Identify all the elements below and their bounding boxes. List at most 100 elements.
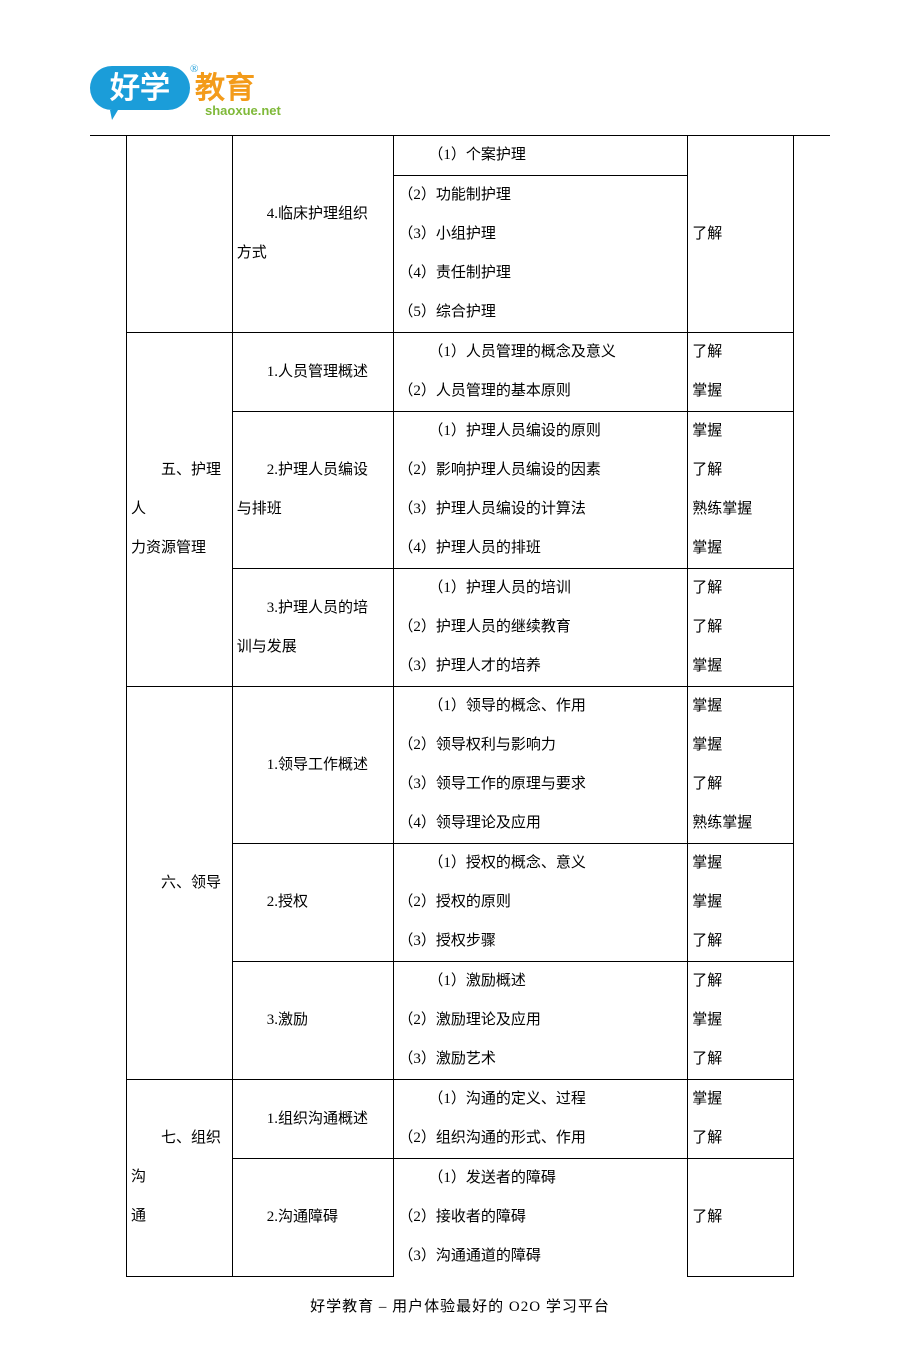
- item-cell: （3）激励艺术: [394, 1040, 688, 1080]
- level-cell: 掌握: [688, 647, 794, 687]
- item-cell: （1）授权的概念、意义: [394, 844, 688, 884]
- text: 通: [131, 1208, 146, 1224]
- table-row: 4.临床护理组织 方式 （1）个案护理 了解: [127, 136, 794, 176]
- document-page: 好学 ® 教育 shaoxue.net 4.临床护理组织 方式 （1）个案护理 …: [0, 0, 920, 1356]
- section-cell: 六、领导: [127, 687, 233, 1080]
- level-cell: 熟练掌握: [688, 490, 794, 529]
- text: 1.组织沟通概述: [237, 1100, 390, 1139]
- item-cell: （1）发送者的障碍: [394, 1159, 688, 1199]
- text: 2.护理人员编设: [237, 451, 390, 490]
- item-cell: （1）领导的概念、作用: [394, 687, 688, 727]
- level-cell: 熟练掌握: [688, 804, 794, 844]
- svg-text:教育: 教育: [195, 71, 255, 105]
- text: 1.人员管理概述: [237, 353, 390, 392]
- level-cell: 了解: [688, 922, 794, 962]
- section-cell: 五、护理人 力资源管理: [127, 333, 233, 687]
- item-cell: （3）护理人才的培养: [394, 647, 688, 687]
- text: （1）沟通的定义、过程: [398, 1080, 683, 1119]
- item-cell: （3）授权步骤: [394, 922, 688, 962]
- level-cell: 掌握: [688, 726, 794, 765]
- level-cell: 掌握: [688, 1080, 794, 1120]
- item-cell: （3）领导工作的原理与要求: [394, 765, 688, 804]
- text: （1）护理人员的培训: [398, 569, 683, 608]
- text: 力资源管理: [131, 540, 206, 556]
- table-row: 六、领导 1.领导工作概述 （1）领导的概念、作用 掌握: [127, 687, 794, 727]
- level-cell: 了解: [688, 962, 794, 1002]
- text: 1.领导工作概述: [237, 746, 390, 785]
- level-cell: 了解: [688, 1159, 794, 1277]
- subtopic-cell: 3.激励: [232, 962, 394, 1080]
- level-cell: 了解: [688, 451, 794, 490]
- text: 七、组织沟: [131, 1119, 228, 1197]
- item-cell: （5）综合护理: [394, 293, 688, 333]
- item-cell: （3）小组护理: [394, 215, 688, 254]
- item-cell: （2）组织沟通的形式、作用: [394, 1119, 688, 1159]
- syllabus-table: 4.临床护理组织 方式 （1）个案护理 了解 （2）功能制护理 （3）小组护理 …: [126, 136, 794, 1277]
- level-cell: 了解: [688, 1119, 794, 1159]
- table-row: 五、护理人 力资源管理 1.人员管理概述 （1）人员管理的概念及意义 了解: [127, 333, 794, 373]
- item-cell: （2）接收者的障碍: [394, 1198, 688, 1237]
- item-cell: （2）护理人员的继续教育: [394, 608, 688, 647]
- subtopic-cell: 1.人员管理概述: [232, 333, 394, 412]
- text: 方式: [237, 245, 267, 261]
- svg-text:好学: 好学: [109, 71, 170, 105]
- level-cell: 掌握: [688, 687, 794, 727]
- haoxue-logo-icon: 好学 ® 教育 shaoxue.net: [90, 60, 290, 122]
- item-cell: （1）人员管理的概念及意义: [394, 333, 688, 373]
- item-cell: （1）护理人员编设的原则: [394, 412, 688, 452]
- svg-text:shaoxue.net: shaoxue.net: [205, 103, 282, 118]
- text: 3.护理人员的培: [237, 589, 390, 628]
- subtopic-cell: 1.领导工作概述: [232, 687, 394, 844]
- item-cell: （1）激励概述: [394, 962, 688, 1002]
- text: 六、领导: [131, 864, 228, 903]
- level-cell: 掌握: [688, 412, 794, 452]
- level-cell: 掌握: [688, 529, 794, 569]
- item-cell: （2）功能制护理: [394, 176, 688, 216]
- text: 3.激励: [237, 1001, 390, 1040]
- item-cell: （4）护理人员的排班: [394, 529, 688, 569]
- level-cell: 了解: [688, 569, 794, 609]
- item-cell: （2）人员管理的基本原则: [394, 372, 688, 412]
- text: 与排班: [237, 501, 282, 517]
- item-cell: （2）授权的原则: [394, 883, 688, 922]
- text: 2.沟通障碍: [237, 1198, 390, 1237]
- item-cell: （4）领导理论及应用: [394, 804, 688, 844]
- text: 五、护理人: [131, 451, 228, 529]
- item-cell: （3）护理人员编设的计算法: [394, 490, 688, 529]
- subtopic-cell: 2.沟通障碍: [232, 1159, 394, 1277]
- text: 4.临床护理组织: [237, 195, 390, 234]
- text: 训与发展: [237, 639, 297, 655]
- subtopic-cell: 2.授权: [232, 844, 394, 962]
- table-row: 七、组织沟 通 1.组织沟通概述 （1）沟通的定义、过程 掌握: [127, 1080, 794, 1120]
- item-cell: （2）影响护理人员编设的因素: [394, 451, 688, 490]
- level-cell: 掌握: [688, 372, 794, 412]
- text: （1）激励概述: [398, 962, 683, 1001]
- text: （1）发送者的障碍: [398, 1159, 683, 1198]
- subtopic-cell: 4.临床护理组织 方式: [232, 136, 394, 333]
- level-cell: 了解: [688, 1040, 794, 1080]
- item-cell: （2）激励理论及应用: [394, 1001, 688, 1040]
- section-cell: 七、组织沟 通: [127, 1080, 233, 1277]
- level-cell: 掌握: [688, 844, 794, 884]
- item-cell: （1）个案护理: [394, 136, 688, 176]
- level-cell: 了解: [688, 333, 794, 373]
- item-cell: （4）责任制护理: [394, 254, 688, 293]
- text: （1）护理人员编设的原则: [398, 412, 683, 451]
- subtopic-cell: 2.护理人员编设 与排班: [232, 412, 394, 569]
- item-cell: （3）沟通通道的障碍: [394, 1237, 688, 1276]
- item-cell: （1）沟通的定义、过程: [394, 1080, 688, 1120]
- text: （1）授权的概念、意义: [398, 844, 683, 883]
- level-cell: 了解: [688, 608, 794, 647]
- level-cell: 了解: [688, 136, 794, 333]
- logo-block: 好学 ® 教育 shaoxue.net: [90, 60, 830, 127]
- text: 2.授权: [237, 883, 390, 922]
- level-cell: 掌握: [688, 1001, 794, 1040]
- subtopic-cell: 1.组织沟通概述: [232, 1080, 394, 1159]
- page-footer: 好学教育 – 用户体验最好的 O2O 学习平台: [90, 1295, 830, 1316]
- section-cell: [127, 136, 233, 333]
- text: （1）领导的概念、作用: [398, 687, 683, 726]
- subtopic-cell: 3.护理人员的培 训与发展: [232, 569, 394, 687]
- item-cell: （2）领导权利与影响力: [394, 726, 688, 765]
- level-cell: 掌握: [688, 883, 794, 922]
- text: （1）个案护理: [398, 136, 683, 175]
